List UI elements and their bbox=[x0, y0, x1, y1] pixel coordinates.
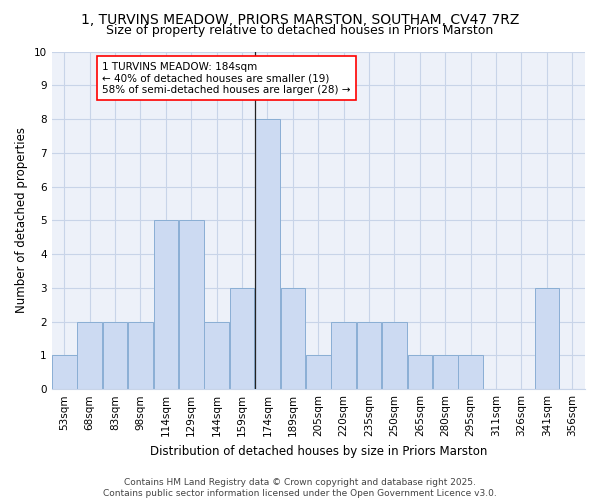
Bar bbox=[52, 356, 77, 389]
Y-axis label: Number of detached properties: Number of detached properties bbox=[15, 128, 28, 314]
X-axis label: Distribution of detached houses by size in Priors Marston: Distribution of detached houses by size … bbox=[149, 444, 487, 458]
Text: 1 TURVINS MEADOW: 184sqm
← 40% of detached houses are smaller (19)
58% of semi-d: 1 TURVINS MEADOW: 184sqm ← 40% of detach… bbox=[103, 62, 351, 95]
Bar bbox=[179, 220, 203, 389]
Bar bbox=[103, 322, 127, 389]
Bar bbox=[357, 322, 382, 389]
Bar bbox=[154, 220, 178, 389]
Bar bbox=[331, 322, 356, 389]
Text: Contains HM Land Registry data © Crown copyright and database right 2025.
Contai: Contains HM Land Registry data © Crown c… bbox=[103, 478, 497, 498]
Bar bbox=[77, 322, 102, 389]
Bar bbox=[281, 288, 305, 389]
Text: 1, TURVINS MEADOW, PRIORS MARSTON, SOUTHAM, CV47 7RZ: 1, TURVINS MEADOW, PRIORS MARSTON, SOUTH… bbox=[81, 12, 519, 26]
Bar bbox=[407, 356, 432, 389]
Bar bbox=[306, 356, 331, 389]
Bar bbox=[382, 322, 407, 389]
Bar bbox=[255, 119, 280, 389]
Bar bbox=[458, 356, 483, 389]
Text: Size of property relative to detached houses in Priors Marston: Size of property relative to detached ho… bbox=[106, 24, 494, 37]
Bar bbox=[433, 356, 458, 389]
Bar bbox=[230, 288, 254, 389]
Bar bbox=[535, 288, 559, 389]
Bar bbox=[205, 322, 229, 389]
Bar bbox=[128, 322, 153, 389]
